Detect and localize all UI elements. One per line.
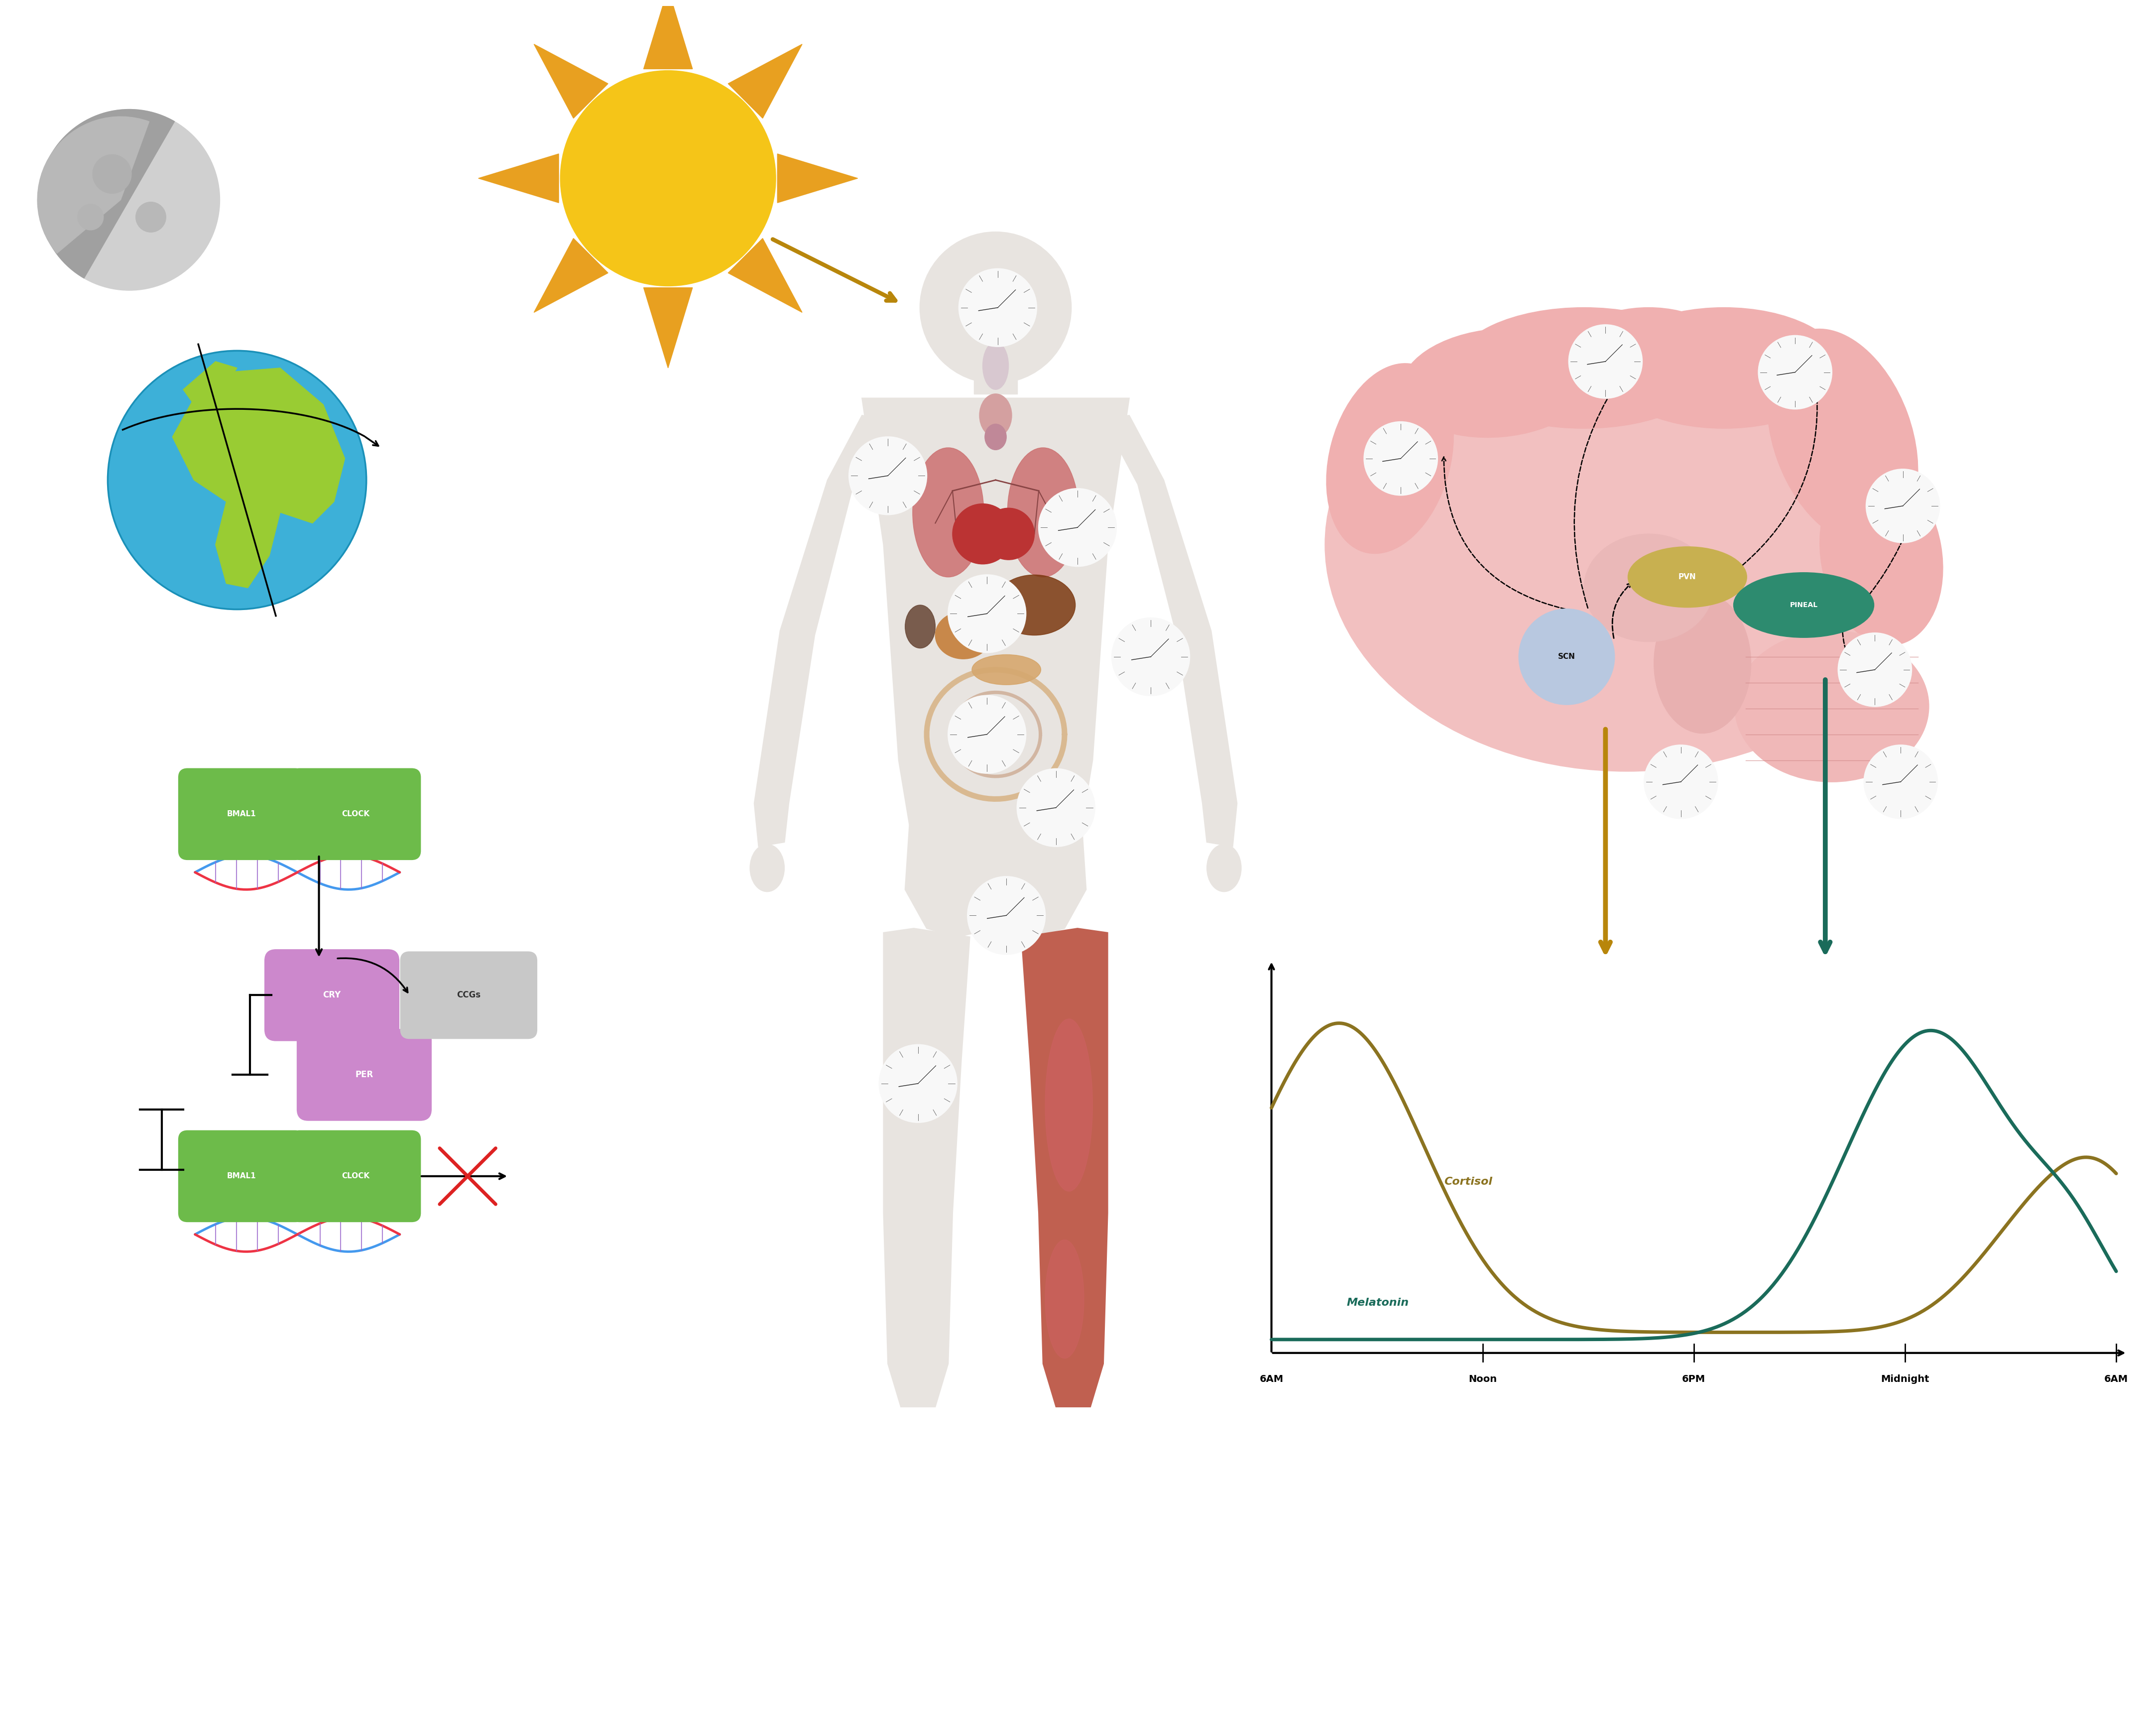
Polygon shape <box>478 155 558 203</box>
Polygon shape <box>1021 929 1108 1406</box>
Ellipse shape <box>1655 594 1750 733</box>
Wedge shape <box>37 116 149 253</box>
Circle shape <box>1519 609 1614 705</box>
Circle shape <box>920 233 1071 384</box>
Circle shape <box>136 201 166 233</box>
Circle shape <box>560 71 776 286</box>
Polygon shape <box>905 825 1086 937</box>
Polygon shape <box>644 288 692 368</box>
Polygon shape <box>862 398 1129 825</box>
Ellipse shape <box>993 575 1075 635</box>
Text: 6AM: 6AM <box>2103 1375 2129 1384</box>
Circle shape <box>1569 325 1642 398</box>
FancyBboxPatch shape <box>265 950 399 1040</box>
Polygon shape <box>534 43 608 118</box>
FancyBboxPatch shape <box>179 769 304 859</box>
Text: PVN: PVN <box>1679 573 1696 582</box>
Polygon shape <box>778 155 858 203</box>
Circle shape <box>959 269 1037 347</box>
Ellipse shape <box>1455 307 1713 429</box>
Ellipse shape <box>972 654 1041 684</box>
Circle shape <box>78 205 103 231</box>
Ellipse shape <box>1629 547 1746 608</box>
Text: BMAL1: BMAL1 <box>226 1172 256 1180</box>
Circle shape <box>1644 745 1718 818</box>
Circle shape <box>1758 335 1832 410</box>
Ellipse shape <box>978 394 1013 437</box>
Text: CRY: CRY <box>323 991 340 1000</box>
Ellipse shape <box>989 323 1002 344</box>
Ellipse shape <box>985 424 1006 450</box>
Ellipse shape <box>1207 844 1241 892</box>
Ellipse shape <box>1006 448 1078 576</box>
FancyBboxPatch shape <box>291 769 420 859</box>
Ellipse shape <box>1325 318 1929 771</box>
Circle shape <box>849 437 927 514</box>
Text: CCGs: CCGs <box>457 991 481 1000</box>
FancyBboxPatch shape <box>401 951 537 1038</box>
Circle shape <box>1364 422 1437 495</box>
Circle shape <box>1866 469 1940 543</box>
Text: PINEAL: PINEAL <box>1791 602 1817 609</box>
Ellipse shape <box>983 342 1009 389</box>
Ellipse shape <box>1045 1240 1084 1358</box>
Polygon shape <box>172 368 345 589</box>
Polygon shape <box>1103 415 1237 847</box>
Ellipse shape <box>1767 330 1918 545</box>
Ellipse shape <box>905 606 935 648</box>
Text: BMAL1: BMAL1 <box>226 811 256 818</box>
Ellipse shape <box>1567 307 1730 403</box>
Circle shape <box>108 351 366 609</box>
Ellipse shape <box>1735 630 1929 781</box>
Circle shape <box>1838 634 1911 707</box>
Ellipse shape <box>750 844 784 892</box>
Ellipse shape <box>1819 465 1944 646</box>
Ellipse shape <box>935 611 991 660</box>
Bar <box>974 339 1017 394</box>
FancyBboxPatch shape <box>179 1130 304 1222</box>
Ellipse shape <box>1045 1019 1093 1191</box>
FancyBboxPatch shape <box>291 1130 420 1222</box>
FancyBboxPatch shape <box>297 1029 431 1120</box>
Text: Melatonin: Melatonin <box>1347 1297 1409 1307</box>
Polygon shape <box>754 415 888 847</box>
Text: Midnight: Midnight <box>1881 1375 1929 1384</box>
Circle shape <box>948 575 1026 653</box>
Circle shape <box>1039 488 1116 566</box>
Polygon shape <box>183 361 237 404</box>
Polygon shape <box>644 0 692 69</box>
Text: PER: PER <box>356 1071 373 1080</box>
Text: 6PM: 6PM <box>1683 1375 1705 1384</box>
Ellipse shape <box>1401 328 1595 437</box>
Circle shape <box>1112 618 1190 696</box>
Polygon shape <box>728 43 802 118</box>
Text: 6AM: 6AM <box>1259 1375 1284 1384</box>
Text: Noon: Noon <box>1468 1375 1498 1384</box>
Circle shape <box>1017 769 1095 847</box>
Polygon shape <box>884 929 970 1406</box>
Circle shape <box>39 109 220 290</box>
Circle shape <box>879 1045 957 1123</box>
Ellipse shape <box>1584 535 1713 642</box>
Wedge shape <box>39 109 175 278</box>
Circle shape <box>983 509 1034 559</box>
Circle shape <box>948 696 1026 773</box>
Polygon shape <box>728 238 802 312</box>
Circle shape <box>953 503 1013 564</box>
Text: SCN: SCN <box>1558 653 1575 660</box>
Ellipse shape <box>914 448 983 576</box>
Polygon shape <box>534 238 608 312</box>
Ellipse shape <box>1327 363 1452 554</box>
Circle shape <box>968 877 1045 955</box>
Ellipse shape <box>1733 573 1873 637</box>
Text: Cortisol: Cortisol <box>1444 1177 1491 1187</box>
Ellipse shape <box>1605 307 1843 429</box>
Circle shape <box>1864 745 1937 818</box>
Circle shape <box>93 155 131 193</box>
Text: CLOCK: CLOCK <box>343 811 369 818</box>
Text: CLOCK: CLOCK <box>343 1172 369 1180</box>
